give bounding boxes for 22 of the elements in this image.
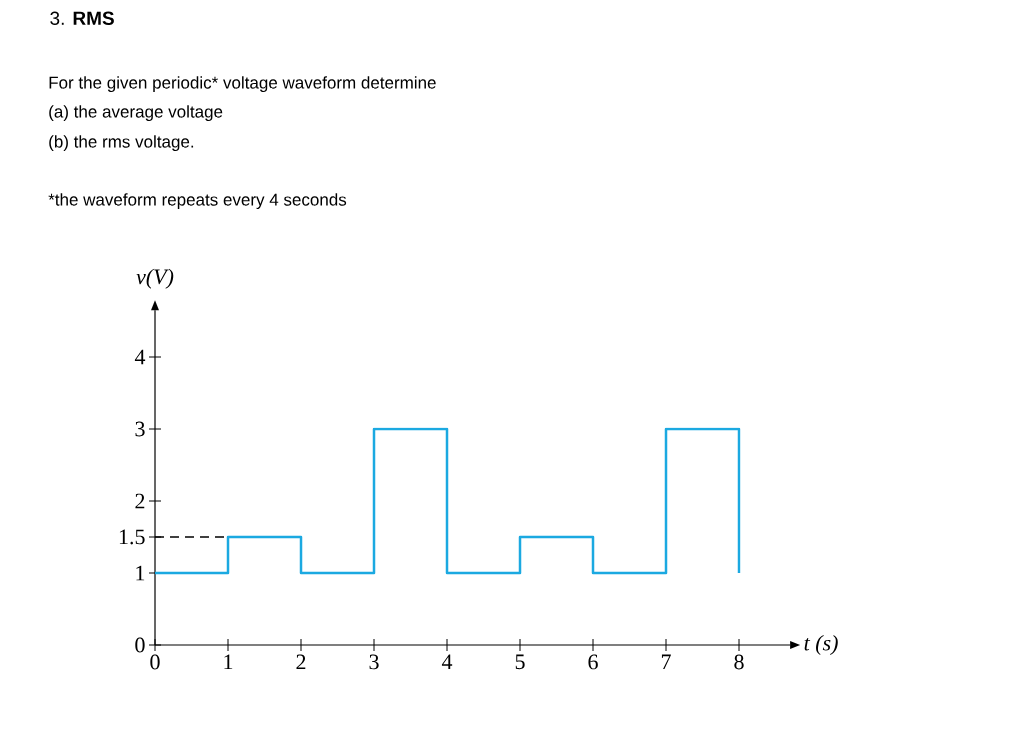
x-tick-label: 7 — [661, 654, 671, 669]
x-tick-label: 5 — [515, 654, 525, 670]
y-tick-label: 0 — [135, 637, 145, 653]
chart-title: 3. RMS — [50, 11, 114, 25]
text: (a) the average voltage — [49, 105, 223, 122]
text: *the waveform repeats every 4 seconds — [48, 193, 347, 210]
y-tick-label: 2 — [135, 493, 145, 509]
x-tick-label: 3 — [369, 654, 379, 670]
x-tick-label: 0 — [150, 654, 160, 670]
x-axis-title: t (s) — [804, 635, 838, 655]
y-tick-label: 1.5 — [119, 529, 145, 545]
text: (b) the rms voltage. — [49, 135, 194, 152]
x-tick-label: 6 — [588, 654, 598, 670]
y-tick-label: 1 — [136, 565, 145, 581]
y-axis-title: v(V) — [136, 268, 174, 289]
x-tick-label: 4 — [441, 654, 453, 670]
x-tick-label: 8 — [734, 654, 744, 670]
y-tick-label: 4 — [134, 349, 146, 365]
y-tick-label: 3 — [135, 421, 145, 437]
x-tick-label: 1 — [224, 654, 233, 670]
text: For the given periodic* voltage waveform determine — [49, 76, 436, 93]
x-tick-label: 2 — [296, 654, 306, 670]
